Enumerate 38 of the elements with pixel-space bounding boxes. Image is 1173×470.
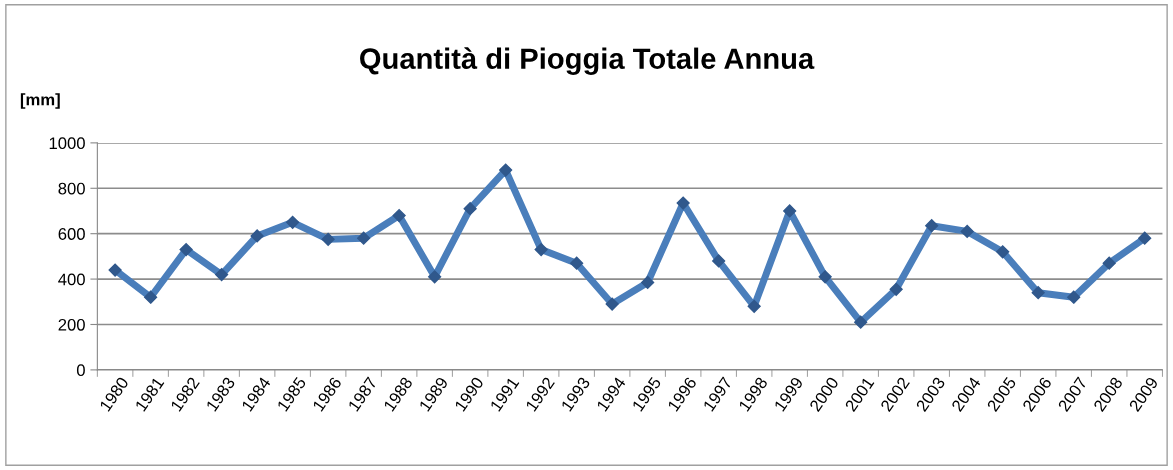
point — [1138, 231, 1152, 245]
y-tick-label: 1000 — [49, 137, 85, 150]
point — [108, 263, 122, 277]
point — [676, 196, 690, 210]
point — [534, 242, 548, 257]
point — [392, 208, 406, 223]
y-axis-title: [mm] — [20, 93, 60, 109]
point — [1102, 256, 1116, 270]
point — [925, 219, 939, 233]
point — [1031, 286, 1045, 300]
point — [463, 202, 477, 216]
point — [321, 232, 335, 246]
point — [712, 254, 726, 268]
point — [499, 163, 513, 177]
point — [960, 224, 974, 239]
y-tick-label: 400 — [58, 273, 85, 286]
point — [747, 299, 761, 313]
point — [144, 290, 158, 304]
point — [357, 231, 371, 245]
y-tick-label: 800 — [58, 182, 85, 195]
point — [996, 245, 1010, 259]
point — [215, 267, 229, 282]
y-tick-label: 600 — [58, 228, 85, 240]
y-tick-label: 200 — [58, 318, 85, 331]
point — [428, 270, 442, 284]
point — [889, 282, 903, 296]
point — [818, 270, 832, 284]
point — [1067, 290, 1081, 304]
point — [570, 256, 584, 270]
point — [783, 204, 797, 218]
point — [250, 229, 264, 243]
point — [641, 275, 655, 290]
point — [179, 242, 193, 257]
chart-title: Quantità di Pioggia Totale Annua — [360, 47, 815, 75]
point — [605, 297, 619, 311]
point — [286, 215, 300, 229]
point — [854, 315, 868, 329]
y-tick-label: 0 — [76, 364, 85, 377]
